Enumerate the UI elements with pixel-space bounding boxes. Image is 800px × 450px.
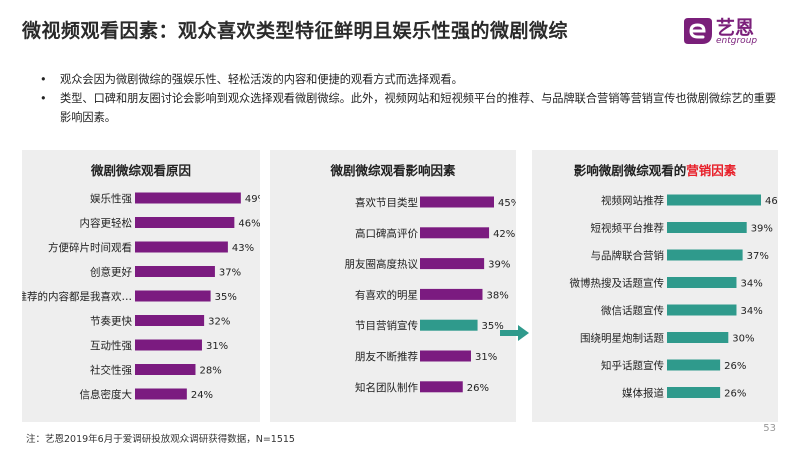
category-label: 节奏更快 <box>90 316 132 328</box>
category-label: 微信话题宣传 <box>601 304 664 317</box>
bar <box>420 381 463 393</box>
chart-panel-influence-factors: 微剧微综观看影响因素 喜欢节目类型 45% 高口碑高评价 42% 朋友圈高度热议 39% 有… <box>270 150 516 422</box>
category-label: 高口碑高评价 <box>355 227 418 240</box>
category-label: 知名团队制作 <box>355 381 418 394</box>
footnote: 注：艺恩2019年6月于爱调研投放观众调研获得数据，N=1515 <box>26 434 295 445</box>
category-label: 知乎话题宣传 <box>601 359 664 372</box>
category-label: 与品牌联合营销 <box>591 249 665 262</box>
category-label: 社交性强 <box>90 364 132 377</box>
category-label: 朋友圈高度热议 <box>345 258 419 271</box>
value-label: 34% <box>740 306 762 317</box>
category-label: 朋友不断推荐 <box>355 350 418 363</box>
bar <box>135 388 187 400</box>
category-label: 视频网站推荐 <box>601 194 664 207</box>
value-label: 31% <box>206 341 228 352</box>
bar <box>667 332 729 343</box>
category-label: 内容更轻松 <box>80 217 133 230</box>
chart-title: 影响微剧微综观看的营销因素 <box>532 160 778 179</box>
bar <box>420 258 485 270</box>
value-label: 28% <box>199 366 221 377</box>
bullet-text: 类型、口碑和朋友圈讨论会影响到观众选择观看微剧微综。此外，视频网站和短视频平台的… <box>60 92 777 124</box>
brand-logo: 艺恩 entgroup <box>680 14 778 50</box>
category-label: 推荐的内容都是我喜欢… <box>22 290 132 303</box>
bullet-text: 观众会因为微剧微综的强娱乐性、轻松活泼的内容和便捷的观看方式而选择观看。 <box>60 73 463 86</box>
value-label: 49% <box>245 194 260 205</box>
bar-chart-marketing-factors: 视频网站推荐 46% 短视频平台推荐 39% 与品牌联合营销 37% 微博热搜及话题宣传 34… <box>570 194 779 400</box>
category-label: 媒体报道 <box>622 387 664 400</box>
category-label: 围绕明星炮制话题 <box>580 332 664 345</box>
bar <box>667 304 737 316</box>
value-label: 35% <box>215 292 237 303</box>
chart-title: 微剧微综观看影响因素 <box>330 163 456 178</box>
summary-bullets: • 观众会因为微剧微综的强娱乐性、轻松活泼的内容和便捷的观看方式而选择观看。 •… <box>40 70 780 127</box>
bar <box>420 319 478 331</box>
value-label: 24% <box>191 390 213 401</box>
category-label: 信息密度大 <box>80 388 133 401</box>
bullet-item: • 类型、口碑和朋友圈讨论会影响到观众选择观看微剧微综。此外，视频网站和短视频平… <box>40 89 780 127</box>
value-label: 46% <box>238 219 260 230</box>
bar <box>135 315 205 326</box>
value-label: 43% <box>232 243 254 254</box>
chart-title-highlight: 营销因素 <box>686 163 737 178</box>
chart-panel-marketing-factors: 影响微剧微综观看的营销因素 视频网站推荐 46% 短视频平台推荐 39% 与品牌联合营销… <box>532 150 778 422</box>
bar <box>135 364 196 375</box>
bar <box>135 266 215 277</box>
category-label: 短视频平台推荐 <box>591 222 665 235</box>
category-label: 节目营销宣传 <box>355 319 418 332</box>
category-label: 互动性强 <box>90 339 132 352</box>
bar <box>420 196 494 208</box>
page-number: 53 <box>763 423 776 434</box>
value-label: 31% <box>475 352 497 363</box>
page-title: 微视频观看因素：观众喜欢类型特征鲜明且娱乐性强的微剧微综 <box>22 20 569 42</box>
bar <box>135 192 241 204</box>
category-label: 方便碎片时间观看 <box>48 241 132 254</box>
value-label: 42% <box>493 229 515 240</box>
bar <box>135 339 202 351</box>
value-label: 39% <box>751 224 773 235</box>
value-label: 35% <box>482 321 504 332</box>
bar <box>667 222 747 233</box>
bar <box>667 387 721 398</box>
category-label: 喜欢节目类型 <box>355 196 418 209</box>
bar <box>135 217 235 228</box>
value-label: 26% <box>724 361 746 372</box>
bullet-item: • 观众会因为微剧微综的强娱乐性、轻松活泼的内容和便捷的观看方式而选择观看。 <box>40 70 780 89</box>
logo-subtext: entgroup <box>716 36 758 46</box>
chart-title-main: 影响微剧微综观看的 <box>573 163 687 178</box>
bar <box>667 194 761 206</box>
bullet-dot-icon: • <box>40 73 47 86</box>
bar-chart-influence-factors: 喜欢节目类型 45% 高口碑高评价 42% 朋友圈高度热议 39% 有喜欢的明星 38% 节目营… <box>345 196 517 394</box>
chart-panel-viewing-reasons: 微剧微综观看原因 娱乐性强 49% 内容更轻松 46% 方便碎片时间观看 43% 创意更好 3… <box>22 150 260 422</box>
value-label: 32% <box>208 317 230 328</box>
category-label: 微博热搜及话题宣传 <box>570 277 665 290</box>
value-label: 46% <box>765 196 778 207</box>
value-label: 38% <box>486 290 508 301</box>
bar <box>667 359 721 371</box>
value-label: 45% <box>498 198 516 209</box>
arrow-right-icon <box>500 325 529 341</box>
bar <box>420 288 483 300</box>
bar <box>135 290 211 302</box>
value-label: 30% <box>732 334 754 345</box>
bar-chart-viewing-reasons: 娱乐性强 49% 内容更轻松 46% 方便碎片时间观看 43% 创意更好 37% 推荐的内容都是… <box>22 192 260 401</box>
value-label: 37% <box>747 251 769 262</box>
bullet-dot-icon: • <box>40 92 47 105</box>
value-label: 26% <box>724 389 746 400</box>
value-label: 34% <box>740 279 762 290</box>
value-label: 39% <box>488 260 510 271</box>
bar <box>135 241 228 253</box>
bar <box>420 350 471 362</box>
category-label: 娱乐性强 <box>90 192 132 205</box>
chart-title: 微剧微综观看原因 <box>90 163 191 178</box>
value-label: 37% <box>219 268 241 279</box>
logo-e-icon <box>684 18 712 44</box>
logo-text: 艺恩 <box>716 17 755 39</box>
value-label: 26% <box>467 383 489 394</box>
category-label: 有喜欢的明星 <box>355 288 418 301</box>
bar <box>420 227 490 239</box>
bar <box>667 277 737 288</box>
bar <box>667 249 743 261</box>
category-label: 创意更好 <box>90 266 132 279</box>
